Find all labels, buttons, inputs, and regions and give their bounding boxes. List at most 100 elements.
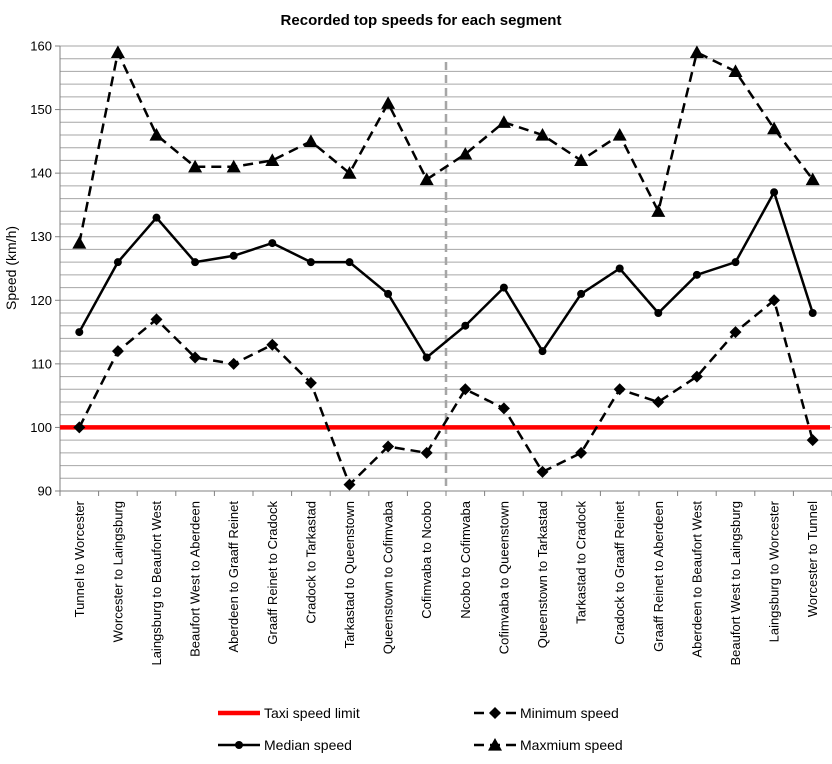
data-point <box>227 357 240 370</box>
data-point <box>575 446 588 459</box>
data-point <box>768 294 781 307</box>
data-point <box>149 128 164 141</box>
data-point <box>652 396 665 408</box>
data-point <box>767 121 782 135</box>
x-tick-label: Cofimvaba to Queenstown <box>496 501 511 654</box>
x-tick-label: Cradock to Graaff Reinet <box>612 501 627 645</box>
axes <box>55 45 832 496</box>
data-point <box>266 338 279 351</box>
data-point <box>382 440 395 453</box>
series-line <box>78 48 814 244</box>
series-line <box>78 298 814 487</box>
data-point <box>488 738 502 751</box>
series-maxmium-speed <box>72 45 820 249</box>
data-point <box>689 45 704 58</box>
data-point <box>613 383 626 396</box>
data-point <box>381 96 396 109</box>
x-tick-label: Aberdeen to Beaufort West <box>689 501 704 658</box>
data-point <box>384 289 393 298</box>
x-tick-label: Ncobo to Cofimvaba <box>458 500 473 619</box>
data-point <box>110 45 125 58</box>
x-tick-label: Cofimvaba to Ncobo <box>419 501 434 619</box>
y-tick-labels: 90 100 110 120 130 140 150 160 <box>30 39 52 499</box>
data-point <box>229 251 238 260</box>
data-point <box>422 353 431 362</box>
x-tick-label: Beaufort West to Aberdeen <box>188 501 203 657</box>
y-axis-label: Speed (km/h) <box>3 226 19 310</box>
data-point <box>419 172 434 186</box>
legend-entry: Minimum speed <box>474 705 619 721</box>
data-point <box>113 258 122 267</box>
x-tick-label: Queenstown to Cofimvaba <box>381 500 396 654</box>
data-point <box>306 258 315 267</box>
data-point <box>461 321 470 330</box>
data-point <box>150 313 163 326</box>
data-point <box>729 326 742 339</box>
legend-entry: Maxmium speed <box>474 737 623 753</box>
data-point <box>73 421 86 434</box>
data-point <box>499 283 508 292</box>
data-point <box>536 465 549 478</box>
x-tick-label: Graaff Reinet to Aberdeen <box>651 501 666 652</box>
x-tick-label: Laingsburg to Beaufort West <box>149 501 164 666</box>
chart-title: Recorded top speeds for each segment <box>281 12 562 29</box>
x-tick-label: Tarkastad to Cradock <box>574 501 589 624</box>
x-tick-labels: Tunnel to Worcester Worcester to Laingsbu… <box>72 500 820 665</box>
data-point <box>497 402 510 415</box>
data-point <box>459 383 472 396</box>
legend-label: Taxi speed limit <box>264 705 360 721</box>
data-point <box>690 370 703 383</box>
data-point <box>189 351 202 364</box>
data-point <box>345 258 354 267</box>
y-tick-label: 120 <box>30 293 52 308</box>
legend-entry: Median speed <box>218 737 352 753</box>
data-point <box>612 128 627 141</box>
series-minimum-speed <box>73 294 819 491</box>
data-point <box>496 115 511 128</box>
x-tick-label: Worcester to Laingsburg <box>110 501 125 642</box>
legend-label: Median speed <box>264 737 352 753</box>
data-point <box>111 345 124 358</box>
y-tick-label: 130 <box>30 229 52 244</box>
x-tick-label: Beaufort West to Laingsburg <box>728 501 743 666</box>
data-point <box>615 264 624 273</box>
data-point <box>343 478 356 491</box>
series-line <box>78 189 814 360</box>
data-point <box>574 153 589 167</box>
y-tick-label: 160 <box>30 39 52 54</box>
data-point <box>651 204 666 217</box>
x-tick-label: Graaff Reinet to Cradock <box>265 501 280 645</box>
y-tick-label: 150 <box>30 102 52 117</box>
legend-label: Minimum speed <box>520 705 619 721</box>
x-tick-label: Laingsburg to Worcester <box>767 500 782 642</box>
x-tick-label: Cradock to Tarkastad <box>303 501 318 624</box>
x-tick-label: Aberdeen to Graaff Reinet <box>226 501 241 653</box>
data-point <box>654 309 663 317</box>
series-layer <box>60 45 830 491</box>
y-tick-label: 140 <box>30 166 52 181</box>
data-point <box>489 707 501 719</box>
y-tick-label: 100 <box>30 420 52 435</box>
data-point <box>188 159 203 173</box>
data-point <box>538 347 547 356</box>
data-point <box>731 258 740 267</box>
data-point <box>226 159 241 173</box>
data-point <box>152 213 161 222</box>
series-median-speed <box>75 188 817 362</box>
data-point <box>304 376 317 389</box>
data-point <box>806 434 819 447</box>
data-point <box>265 153 280 167</box>
data-point <box>303 134 318 147</box>
legend-label: Maxmium speed <box>520 737 623 753</box>
data-point <box>342 166 357 179</box>
y-tick-label: 110 <box>31 356 52 371</box>
x-tick-label: Tarkastad to Queenstown <box>342 501 357 648</box>
data-point <box>808 309 817 317</box>
data-point <box>577 289 586 298</box>
data-point <box>770 188 779 197</box>
x-tick-label: Worcester to Tunnel <box>805 501 820 617</box>
legend: Taxi speed limit Minimum speed Median spee… <box>218 705 623 753</box>
data-point <box>805 172 820 186</box>
x-tick-label: Queenstown to Tarkastad <box>535 501 550 648</box>
